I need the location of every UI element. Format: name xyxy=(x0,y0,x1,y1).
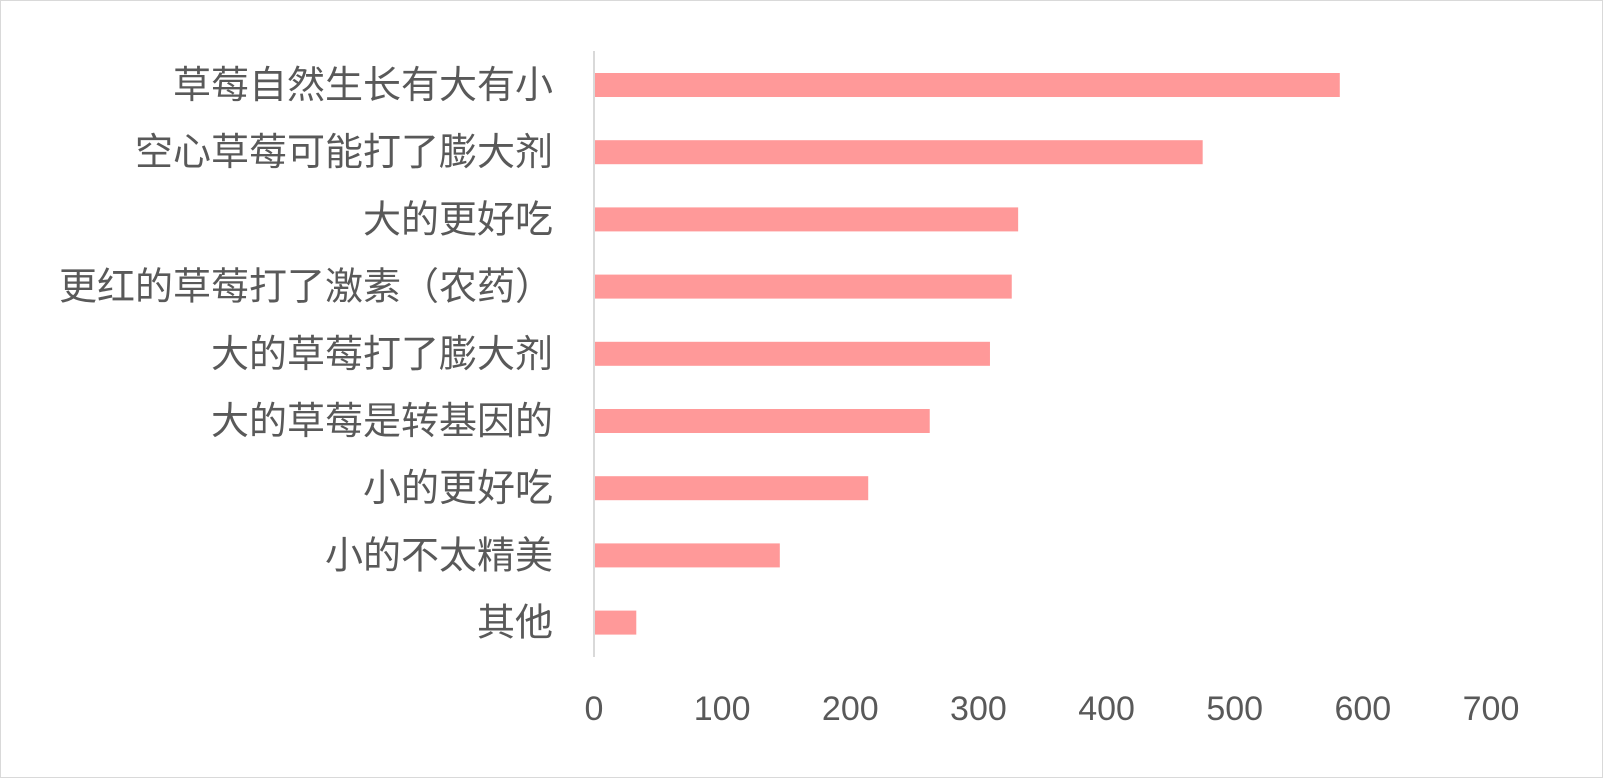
bar-0 xyxy=(595,73,1340,97)
category-label-6: 小的更好吃 xyxy=(363,466,553,510)
bar-6 xyxy=(595,476,869,501)
x-tick-label-5: 500 xyxy=(1206,690,1263,728)
bar-7 xyxy=(595,543,780,568)
bar-5 xyxy=(595,409,930,433)
bar-4 xyxy=(595,341,990,366)
x-tick-label-2: 200 xyxy=(822,690,879,728)
category-label-4: 大的草莓打了膨大剂 xyxy=(211,332,553,376)
category-label-3: 更红的草莓打了激素（农药） xyxy=(59,265,553,309)
x-tick-label-6: 600 xyxy=(1334,690,1391,728)
bar-3 xyxy=(595,274,1012,299)
category-label-1: 空心草莓可能打了膨大剂 xyxy=(135,130,553,174)
bar-8 xyxy=(595,610,637,635)
x-tick-label-3: 300 xyxy=(950,690,1007,728)
category-label-7: 小的不太精美 xyxy=(325,533,553,577)
x-tick-label-4: 400 xyxy=(1078,690,1135,728)
bars-group xyxy=(595,73,1340,635)
bar-2 xyxy=(595,207,1019,232)
x-tick-label-0: 0 xyxy=(585,690,604,728)
x-tick-labels-group: 0 100 200 300 400 500 600 700 xyxy=(585,690,1520,728)
x-tick-label-1: 100 xyxy=(694,690,751,728)
category-label-8: 其他 xyxy=(477,601,553,645)
bar-1 xyxy=(595,140,1203,165)
category-label-5: 大的草莓是转基因的 xyxy=(211,399,553,443)
category-label-0: 草莓自然生长有大有小 xyxy=(173,63,553,107)
category-label-2: 大的更好吃 xyxy=(363,197,553,241)
x-tick-label-7: 700 xyxy=(1463,690,1520,728)
